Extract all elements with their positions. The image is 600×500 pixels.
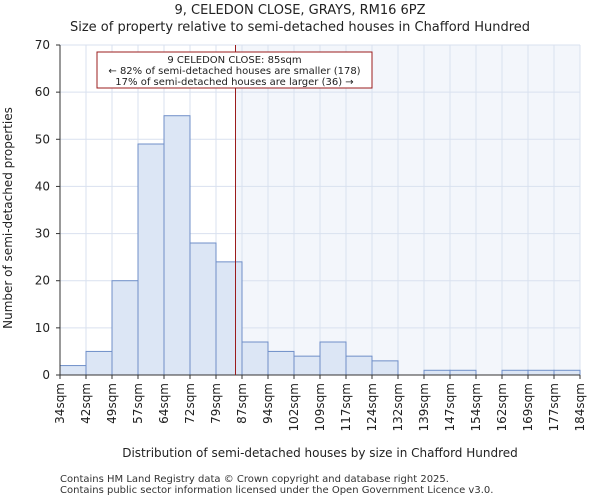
chart-title: 9, CELEDON CLOSE, GRAYS, RM16 6PZ	[174, 3, 426, 18]
chart-subtitle: Size of property relative to semi-detach…	[69, 20, 531, 35]
y-tick-label: 70	[35, 38, 50, 52]
x-tick-label: 117sqm	[339, 383, 353, 431]
y-tick-label: 20	[35, 274, 50, 288]
x-tick-label: 177sqm	[547, 383, 561, 431]
annotation-line-3: 17% of semi-detached houses are larger (…	[115, 77, 353, 88]
x-tick-label: 124sqm	[365, 383, 379, 431]
x-tick-label: 49sqm	[105, 383, 119, 424]
x-tick-label: 57sqm	[131, 383, 145, 424]
footer-copyright: Contains HM Land Registry data © Crown c…	[60, 474, 449, 485]
x-tick-label: 72sqm	[183, 383, 197, 424]
histogram-bar	[345, 355, 373, 376]
x-tick-label: 169sqm	[521, 383, 535, 431]
x-tick-label: 42sqm	[79, 383, 93, 424]
x-tick-label: 79sqm	[209, 383, 223, 424]
histogram-bar	[371, 360, 399, 376]
histogram-bar	[501, 369, 529, 376]
histogram-bar	[527, 369, 555, 376]
histogram-bar	[553, 369, 581, 376]
x-tick-label: 147sqm	[443, 383, 457, 431]
histogram-bar	[267, 350, 295, 376]
histogram-bar	[319, 341, 347, 376]
histogram-bar	[85, 350, 113, 376]
x-tick-label: 102sqm	[287, 383, 301, 431]
footer-licence: Contains public sector information licen…	[60, 485, 494, 496]
x-tick-label: 154sqm	[469, 383, 483, 431]
x-tick-label: 132sqm	[391, 383, 405, 431]
histogram-bar	[111, 280, 139, 376]
y-tick-label: 10	[35, 321, 50, 335]
annotation-line-2: ← 82% of semi-detached houses are smalle…	[108, 66, 360, 77]
y-tick-label: 0	[42, 368, 50, 382]
y-tick-label: 60	[35, 85, 50, 99]
x-tick-label: 184sqm	[573, 383, 587, 431]
y-tick-label: 50	[35, 132, 50, 146]
x-tick-label: 34sqm	[53, 383, 67, 424]
y-tick-label: 40	[35, 179, 50, 193]
x-tick-label: 109sqm	[313, 383, 327, 431]
histogram-bar	[189, 242, 217, 376]
histogram-bar	[163, 115, 191, 376]
x-tick-label: 64sqm	[157, 383, 171, 424]
histogram-bar	[59, 365, 87, 376]
histogram-bar	[423, 369, 451, 376]
histogram-bar	[215, 261, 243, 376]
larger-region-shade	[235, 45, 580, 375]
y-axis-label: Number of semi-detached properties	[1, 107, 15, 329]
x-tick-label: 87sqm	[235, 383, 249, 424]
histogram-bar	[449, 369, 477, 376]
x-tick-label: 162sqm	[495, 383, 509, 431]
x-tick-label: 94sqm	[261, 383, 275, 424]
histogram-bar	[137, 143, 165, 376]
histogram-bar	[241, 341, 269, 376]
annotation-line-1: 9 CELEDON CLOSE: 85sqm	[167, 55, 301, 66]
x-axis-label: Distribution of semi-detached houses by …	[122, 446, 518, 460]
histogram-bar	[293, 355, 321, 376]
annotation-box	[96, 51, 373, 89]
y-tick-label: 30	[35, 227, 50, 241]
x-tick-label: 139sqm	[417, 383, 431, 431]
